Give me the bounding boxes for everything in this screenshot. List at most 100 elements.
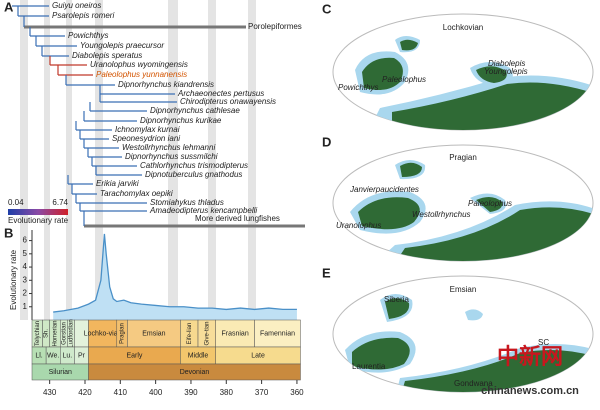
taxon-label: Ichnomylax kurnai: [115, 125, 180, 134]
watermark-url: chinanews.com.cn: [481, 385, 579, 397]
map-c: [355, 36, 593, 130]
line: [53, 233, 297, 313]
x-tick-label: 390: [184, 388, 198, 397]
timescale-label: Lu.: [62, 352, 72, 359]
taxon-label: Archaeonectes pertusus: [177, 89, 264, 98]
taxon-label: Paleolophus yunnanensis: [96, 70, 187, 79]
y-tick-label: 3: [23, 275, 28, 284]
timescale-label: Homerian: [53, 320, 59, 346]
map-label: Laurentia: [352, 362, 386, 371]
taxon-label: Cathlorhynchus trismodipterus: [140, 161, 248, 170]
timescale-label: Ludfordian: [68, 319, 74, 347]
map-label: Westollrhynchus: [412, 210, 471, 219]
taxon-label: Uranolophus wyomingensis: [90, 60, 188, 69]
taxon-label: Stomiahykus thladus: [150, 198, 224, 207]
colorbar: [8, 209, 68, 215]
area-fill: [53, 233, 297, 320]
x-tick-label: 360: [290, 388, 304, 397]
map-label: Siberia: [384, 295, 409, 304]
timescale-label: Early: [126, 352, 142, 359]
taxon-label: Powichthys: [68, 31, 108, 40]
timescale-label: Ll.: [35, 352, 42, 359]
taxon-label: Diabolepis speratus: [72, 51, 142, 60]
timescale-label: Gorstian: [61, 322, 67, 345]
map-d: [350, 160, 593, 261]
y-tick-label: 6: [23, 236, 28, 245]
y-axis-label: Evolutionary rate: [9, 249, 18, 310]
taxon-label: Tarachomylax oepiki: [100, 189, 173, 198]
map-label: Youngolepis: [484, 67, 528, 76]
panel-label: D: [322, 134, 331, 149]
panel-label: E: [322, 265, 331, 280]
y-tick-label: 4: [23, 262, 28, 271]
map-title: Pragian: [449, 153, 477, 162]
taxon-label: Porolepiformes: [248, 22, 302, 31]
taxon-label: Amadeodipterus kencampbelli: [149, 206, 257, 215]
taxon-label: Dipnorhynchus sussmilchi: [125, 152, 218, 161]
taxon-label: Dipnorhynchus kurikae: [140, 116, 222, 125]
map-label: Diabolepis: [488, 59, 525, 68]
colorbar-max: 6.74: [52, 198, 68, 207]
panel-label: B: [4, 225, 13, 240]
map-label: Paleolophus: [382, 75, 426, 84]
taxon-label: Westollrhynchus lehmanni: [122, 143, 215, 152]
taxon-label: Dipnorhynchus cathlesae: [150, 106, 240, 115]
timescale-box: [127, 319, 181, 348]
timescale-box: [215, 319, 255, 348]
timescale-label: We.: [47, 352, 59, 359]
timescale-label: Silurian: [49, 369, 72, 376]
timescale-label: Famennian: [260, 330, 295, 337]
timescale-label: Sh.: [44, 329, 50, 338]
maps: C D E Lochkovian Powichthys Paleolophus …: [322, 1, 594, 393]
x-tick-label: 380: [220, 388, 234, 397]
map-label: Janvierpaucidentes: [349, 185, 419, 194]
timescale-label: Middle: [188, 352, 209, 359]
map-label: Paleolophus: [468, 199, 512, 208]
timescale-label: Late: [251, 352, 265, 359]
map-label: Gondwana: [454, 379, 493, 388]
timescale-label: Pr: [78, 352, 86, 359]
timescale-label: Telychian: [35, 321, 41, 346]
watermark-logo: 中新网: [497, 344, 563, 369]
taxon-label: Dipnorhynchus kiandrensis: [118, 80, 214, 89]
x-tick-label: 400: [149, 388, 163, 397]
map-e: [345, 294, 593, 392]
x-tick-label: 430: [43, 388, 57, 397]
y-tick-label: 1: [23, 302, 28, 311]
timescale-label: Devonian: [180, 369, 210, 376]
map-title: Lochkovian: [443, 23, 483, 32]
colorbar-min: 0.04: [8, 198, 24, 207]
timescale-label: Give-tian: [204, 321, 210, 345]
timescale-box: [88, 363, 301, 381]
y-tick-label: 5: [23, 249, 28, 258]
colorbar-label: Evolutionary rate: [8, 216, 69, 225]
x-tick-label: 370: [255, 388, 269, 397]
map-label: Powichthys: [338, 83, 378, 92]
timescale-label: Emsian: [142, 330, 165, 337]
timescale-label: Lochko-vian: [84, 330, 122, 337]
map-label: SC: [538, 338, 549, 347]
taxon-label: Chirodipterus onawayensis: [180, 97, 276, 106]
taxon-label: Psarolepis romeri: [52, 11, 114, 20]
y-tick-label: 2: [23, 289, 28, 298]
panel-label: A: [4, 0, 14, 14]
taxon-label: More derived lungfishes: [195, 214, 280, 223]
taxon-label: Erikia jarviki: [96, 179, 139, 188]
taxon-label: Speonesydrion iani: [112, 134, 180, 143]
map-label: Uranolophus: [336, 221, 381, 230]
timescale-box: [254, 319, 301, 348]
timescale-label: Eife-lian: [187, 323, 193, 345]
timescale-label: Frasnian: [221, 330, 248, 337]
x-tick-label: 420: [78, 388, 92, 397]
stage-bands: [20, 0, 256, 320]
taxon-label: Youngolepis praecursor: [80, 41, 164, 50]
rate-chart: 1 2 3 4 5 6 Telychian Sh. Homerian Gorstian Ludfor…: [23, 230, 304, 397]
timescale-label: Pragian: [120, 323, 126, 344]
taxon-label: Guiyu oneiros: [52, 1, 101, 10]
taxon-label: Dipnotuberculus gnathodus: [145, 170, 242, 179]
timescale-box: [88, 319, 118, 348]
map-title: Emsian: [450, 285, 477, 294]
x-tick-label: 410: [114, 388, 128, 397]
